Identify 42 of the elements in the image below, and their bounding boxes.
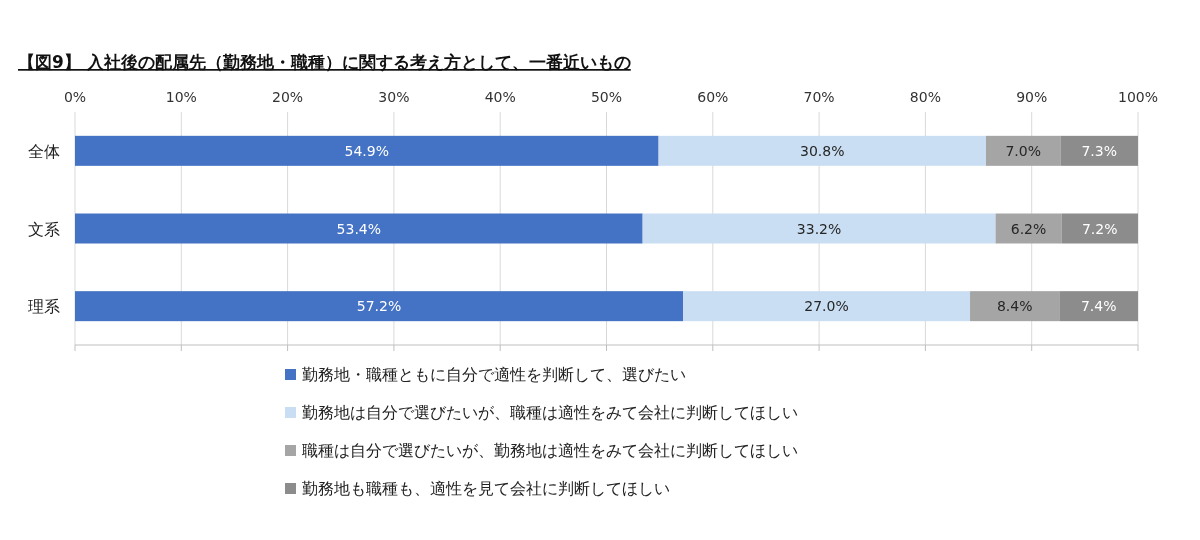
y-tick-label: 理系 bbox=[28, 297, 60, 317]
data-label: 53.4% bbox=[336, 220, 382, 237]
data-label: 54.9% bbox=[344, 142, 390, 159]
data-label: 8.4% bbox=[996, 298, 1033, 315]
x-tick-label: 40% bbox=[484, 89, 516, 105]
y-tick-label: 全体 bbox=[28, 141, 60, 161]
x-tick-label: 0% bbox=[63, 89, 87, 105]
legend-label: 勤務地・職種ともに自分で適性を判断して、選びたい bbox=[302, 365, 686, 384]
data-label: 30.8% bbox=[800, 142, 845, 159]
data-label: 27.0% bbox=[804, 298, 849, 315]
legend-label: 職種は自分で選びたいが、勤務地は適性をみて会社に判断してほしい bbox=[302, 441, 798, 460]
bar bbox=[75, 291, 684, 322]
x-tick-label: 70% bbox=[803, 89, 835, 105]
bar bbox=[1059, 291, 1138, 322]
x-tick-label: 80% bbox=[909, 89, 941, 105]
bar bbox=[970, 291, 1060, 322]
y-tick-label: 文系 bbox=[28, 219, 60, 239]
bar bbox=[642, 213, 996, 244]
data-label: 7.2% bbox=[1081, 220, 1118, 237]
data-label: 57.2% bbox=[356, 298, 402, 315]
data-label: 7.4% bbox=[1080, 298, 1117, 315]
x-tick-label: 60% bbox=[697, 89, 729, 105]
bar bbox=[75, 135, 659, 166]
x-tick-label: 20% bbox=[272, 89, 304, 105]
x-tick-label: 50% bbox=[590, 89, 623, 105]
x-tick-label: 100% bbox=[1117, 89, 1159, 105]
chart-title: 【図9】 入社後の配属先（勤務地・職種）に関する考え方として、一番近いもの bbox=[18, 52, 631, 72]
data-label: 33.2% bbox=[796, 220, 842, 237]
x-tick-label: 10% bbox=[165, 89, 197, 105]
bar bbox=[985, 135, 1061, 166]
data-label: 7.3% bbox=[1081, 142, 1117, 159]
bar bbox=[1061, 213, 1138, 244]
bar bbox=[683, 291, 971, 322]
x-tick-label: 30% bbox=[378, 89, 410, 105]
bar bbox=[1060, 135, 1138, 166]
data-label: 7.0% bbox=[1005, 142, 1041, 159]
data-label: 6.2% bbox=[1010, 220, 1047, 237]
bar bbox=[658, 135, 986, 166]
x-tick-label: 90% bbox=[1016, 89, 1048, 105]
bar bbox=[75, 213, 643, 244]
legend-label: 勤務地は自分で選びたいが、職種は適性をみて会社に判断してほしい bbox=[302, 403, 798, 422]
legend-label: 勤務地も職種も、適性を見て会社に判断してほしい bbox=[302, 479, 670, 498]
